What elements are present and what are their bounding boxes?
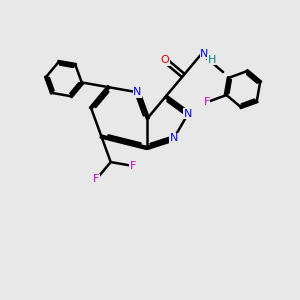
Text: N: N (200, 49, 208, 59)
Text: N: N (170, 133, 178, 143)
Text: H: H (208, 55, 216, 65)
Text: F: F (130, 161, 136, 171)
Text: N: N (184, 109, 192, 119)
Text: N: N (133, 87, 142, 97)
Text: F: F (93, 174, 99, 184)
Text: F: F (203, 97, 210, 107)
Text: O: O (160, 55, 169, 65)
